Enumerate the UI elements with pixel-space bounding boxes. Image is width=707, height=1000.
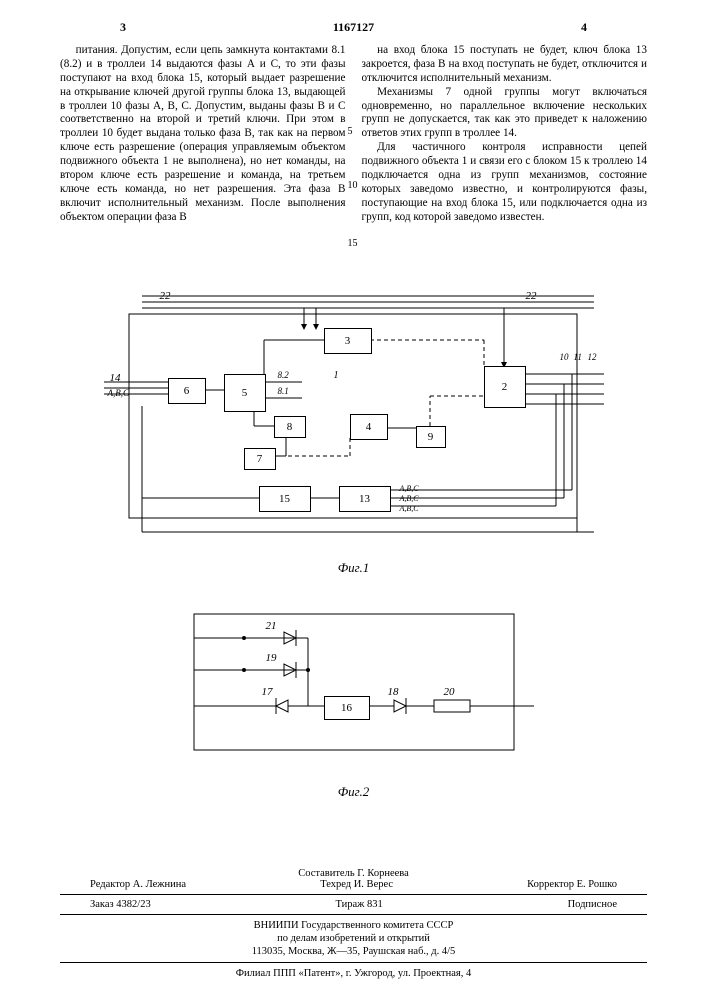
block-5: 5	[224, 374, 266, 412]
label-11: 11	[574, 352, 582, 362]
pub-line-3: 113035, Москва, Ж—35, Раушская наб., д. …	[60, 945, 647, 958]
label-81: 8.1	[278, 386, 289, 396]
compositor: Составитель Г. Корнеева	[60, 868, 647, 879]
right-column: на вход блока 15 поступать не будет, клю…	[362, 44, 648, 225]
circulation: Тираж 831	[335, 899, 382, 910]
label-10: 10	[560, 352, 569, 362]
subscription: Подписное	[568, 899, 617, 910]
divider-1	[60, 894, 647, 895]
label-12: 12	[588, 352, 597, 362]
footer: Составитель Г. Корнеева Редактор А. Лежн…	[60, 868, 647, 981]
label-22a: 22	[160, 290, 171, 302]
divider-3	[60, 962, 647, 963]
label-19: 19	[266, 652, 277, 664]
block-9: 9	[416, 426, 446, 448]
block-16: 16	[324, 696, 370, 720]
block-13: 13	[339, 486, 391, 512]
tech-editor: Техред И. Верес	[320, 879, 393, 890]
block-7: 7	[244, 448, 276, 470]
right-para-3: Для частичного контроля исправности цепе…	[362, 141, 648, 224]
figure-1: 2 3 4 5 6 7 8 9 13 15 22 22 14 A,B,C 8.2…	[74, 286, 634, 556]
block-3: 3	[324, 328, 372, 354]
block-6: 6	[168, 378, 206, 404]
document-number: 1167127	[333, 20, 374, 35]
label-21: 21	[266, 620, 277, 632]
label-82: 8.2	[278, 370, 289, 380]
label-abc-r3: A,B,C	[400, 504, 419, 513]
block-4: 4	[350, 414, 388, 440]
figure-2-svg	[164, 600, 544, 780]
label-1: 1	[334, 370, 339, 381]
label-abc-left: A,B,C	[108, 388, 130, 398]
corrector: Корректор Е. Рошко	[527, 879, 617, 890]
order-number: Заказ 4382/23	[90, 899, 151, 910]
text-columns: питания. Допустим, если цепь замкнута ко…	[60, 44, 647, 225]
publisher-block: ВНИИПИ Государственного комитета СССР по…	[60, 919, 647, 981]
block-8: 8	[274, 416, 306, 438]
label-abc-r1: A,B,C	[400, 484, 419, 493]
divider-2	[60, 914, 647, 915]
figure-2-caption: Фиг.2	[60, 784, 647, 800]
label-20: 20	[444, 686, 455, 698]
right-para-1: на вход блока 15 поступать не будет, клю…	[362, 44, 648, 86]
block-15: 15	[259, 486, 311, 512]
figure-2: 16 21 19 17 18 20	[164, 600, 544, 780]
label-17: 17	[262, 686, 273, 698]
left-para-1: питания. Допустим, если цепь замкнута ко…	[60, 44, 346, 225]
label-14: 14	[110, 372, 121, 384]
left-column: питания. Допустим, если цепь замкнута ко…	[60, 44, 346, 225]
page-number-left: 3	[120, 20, 126, 35]
marker-15: 15	[348, 238, 358, 249]
figures-area: 2 3 4 5 6 7 8 9 13 15 22 22 14 A,B,C 8.2…	[60, 286, 647, 800]
pub-line-1: ВНИИПИ Государственного комитета СССР	[60, 919, 647, 932]
block-2: 2	[484, 366, 526, 408]
page: 3 1167127 4 5 10 15 питания. Допустим, е…	[0, 0, 707, 1000]
label-22b: 22	[526, 290, 537, 302]
pub-line-4: Филиал ППП «Патент», г. Ужгород, ул. Про…	[60, 967, 647, 980]
page-number-right: 4	[581, 20, 587, 35]
pub-line-2: по делам изобретений и открытий	[60, 932, 647, 945]
editor: Редактор А. Лежнина	[90, 879, 186, 890]
right-para-2: Механизмы 7 одной группы могут включатьс…	[362, 86, 648, 142]
label-abc-r2: A,B,C	[400, 494, 419, 503]
figure-1-caption: Фиг.1	[60, 560, 647, 576]
label-18: 18	[388, 686, 399, 698]
